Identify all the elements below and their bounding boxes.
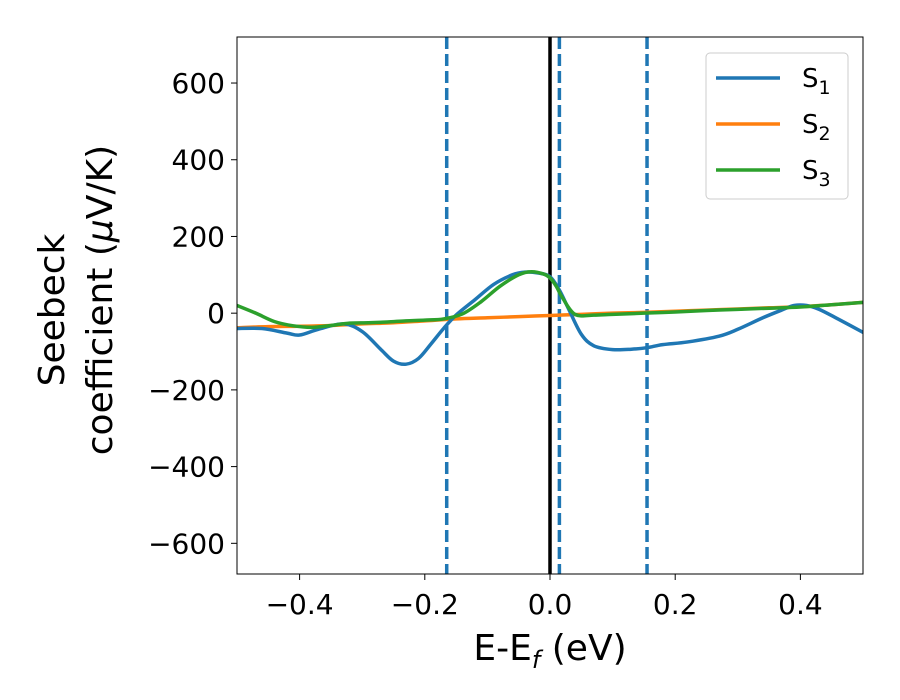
x-axis-title-unit: (eV) (540, 628, 626, 669)
y-axis-ticks: −600 −400 −200 0 200 400 600 (148, 67, 237, 560)
vertical-reference-lines (444, 37, 649, 574)
y-axis-title-line2: coefficient (μV/K) (80, 145, 121, 455)
x-tick-label: 0.0 (528, 588, 573, 621)
legend-label-s2: S2 (802, 110, 831, 145)
y-tick-label: 0 (207, 297, 225, 330)
legend: S1 S2 S3 (705, 52, 849, 200)
legend-label-s1: S1 (802, 64, 831, 99)
legend-label-s3: S3 (802, 156, 831, 191)
y-axis-title-mu: μ (80, 219, 121, 243)
y-tick-label: 200 (172, 220, 225, 253)
y-axis-title-line1: Seebeck (32, 233, 73, 386)
y-tick-label: −400 (148, 451, 225, 484)
y-axis-title-unit: V/K) (80, 145, 121, 219)
y-tick-label: −600 (148, 527, 225, 560)
x-axis-title: E-Ef (eV) (473, 628, 626, 674)
x-tick-label: 0.4 (778, 588, 823, 621)
y-axis-title-line2-main: coefficient ( (80, 242, 121, 455)
y-tick-label: 600 (172, 67, 225, 100)
series-lines (237, 269, 863, 367)
legend-box (705, 52, 849, 200)
x-axis-ticks: −0.4 −0.2 0.0 0.2 0.4 (266, 574, 823, 621)
x-tick-label: −0.4 (266, 588, 334, 621)
x-tick-label: 0.2 (653, 588, 698, 621)
y-tick-label: −200 (148, 374, 225, 407)
series-line-s3 (237, 269, 863, 330)
x-tick-label: −0.2 (391, 588, 459, 621)
x-axis-title-main: E-E (473, 628, 531, 669)
y-axis-title: Seebeck coefficient (μV/K) (32, 145, 121, 455)
y-tick-label: 400 (172, 144, 225, 177)
